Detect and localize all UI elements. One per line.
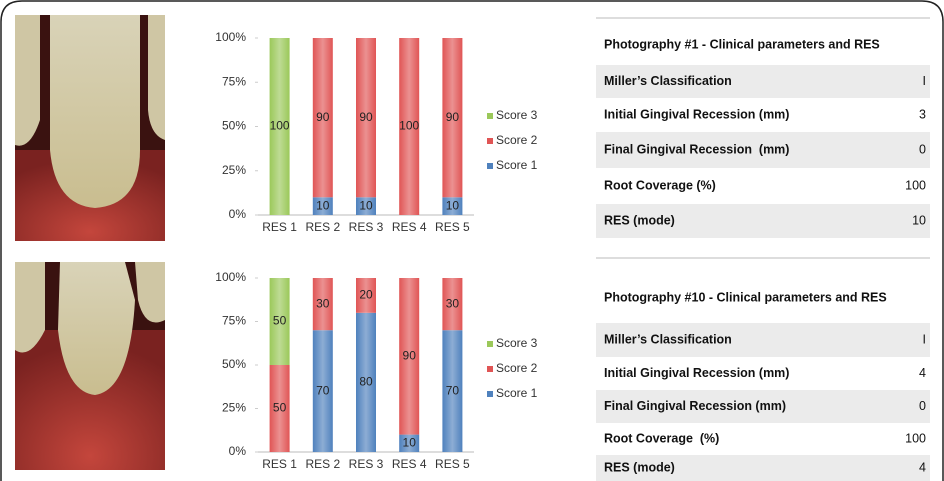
x-tick-label: RES 1 — [262, 457, 297, 471]
data-label: 90 — [316, 110, 330, 124]
row-label: Final Gingival Recession (mm) — [604, 399, 786, 413]
row-label: Initial Gingival Recession (mm) — [604, 366, 789, 380]
y-tick-label: 75% — [222, 314, 246, 328]
row-label: Final Gingival Recession (mm) — [604, 142, 789, 156]
data-label: 30 — [316, 296, 330, 310]
row-label: Initial Gingival Recession (mm) — [604, 107, 789, 121]
y-tick-label: 50% — [222, 357, 246, 371]
data-label: 50 — [273, 314, 287, 328]
data-label: 20 — [359, 288, 373, 302]
data-label: 80 — [359, 375, 373, 389]
x-tick-label: RES 3 — [349, 457, 384, 471]
row-value: 10 — [912, 213, 926, 227]
data-label: 10 — [316, 198, 330, 212]
row-value: 4 — [919, 460, 926, 474]
row-value: 4 — [919, 366, 926, 380]
legend-label: Score 1 — [496, 158, 538, 172]
figure: Photography #1 - Clinical parameters and… — [0, 0, 944, 481]
legend-swatch — [487, 341, 493, 347]
legend-label: Score 3 — [496, 108, 538, 122]
data-label: 100 — [399, 119, 419, 133]
x-tick-label: RES 2 — [305, 457, 340, 471]
row-value: I — [923, 74, 926, 88]
x-tick-label: RES 2 — [305, 220, 340, 234]
legend-swatch — [487, 113, 493, 119]
data-label: 10 — [359, 198, 373, 212]
legend-swatch — [487, 163, 493, 169]
tables: Photography #1 - Clinical parameters and… — [596, 18, 930, 481]
data-label: 50 — [273, 401, 287, 415]
legend-label: Score 2 — [496, 361, 538, 375]
y-tick-label: 50% — [222, 119, 246, 133]
data-label: 100 — [270, 119, 290, 133]
row-label: RES (mode) — [604, 460, 675, 474]
legend-swatch — [487, 391, 493, 397]
y-tick-label: 100% — [215, 270, 246, 284]
row-label: RES (mode) — [604, 213, 675, 227]
y-tick-label: 0% — [229, 207, 247, 221]
y-tick-label: 25% — [222, 163, 246, 177]
data-label: 10 — [403, 435, 417, 449]
x-tick-label: RES 4 — [392, 457, 427, 471]
y-tick-label: 75% — [222, 74, 246, 88]
row-label: Miller’s Classification — [604, 74, 732, 88]
legend-swatch — [487, 366, 493, 372]
table-title: Photography #1 - Clinical parameters and… — [604, 37, 880, 51]
legend-swatch — [487, 138, 493, 144]
row-label: Root Coverage (%) — [604, 431, 719, 445]
data-label: 90 — [359, 110, 373, 124]
data-label: 70 — [446, 383, 460, 397]
row-value: 3 — [919, 107, 926, 121]
legend-label: Score 2 — [496, 133, 538, 147]
y-tick-label: 0% — [229, 444, 247, 458]
y-tick-label: 25% — [222, 401, 246, 415]
data-label: 90 — [403, 348, 417, 362]
photo-1 — [15, 15, 165, 241]
legend-label: Score 3 — [496, 336, 538, 350]
table-title: Photography #10 - Clinical parameters an… — [604, 290, 887, 304]
data-label: 30 — [446, 296, 460, 310]
x-tick-label: RES 5 — [435, 457, 470, 471]
row-value: 100 — [905, 178, 926, 192]
row-label: Root Coverage (%) — [604, 178, 716, 192]
row-value: 0 — [919, 142, 926, 156]
legend-label: Score 1 — [496, 386, 538, 400]
x-tick-label: RES 1 — [262, 220, 297, 234]
y-tick-label: 100% — [215, 30, 246, 44]
row-value: I — [923, 332, 926, 346]
row-value: 0 — [919, 399, 926, 413]
x-tick-label: RES 5 — [435, 220, 470, 234]
data-label: 70 — [316, 383, 330, 397]
data-label: 90 — [446, 110, 460, 124]
x-tick-label: RES 4 — [392, 220, 427, 234]
row-label: Miller’s Classification — [604, 332, 732, 346]
x-tick-label: RES 3 — [349, 220, 384, 234]
photo-2 — [15, 262, 165, 470]
data-label: 10 — [446, 198, 460, 212]
row-value: 100 — [905, 431, 926, 445]
